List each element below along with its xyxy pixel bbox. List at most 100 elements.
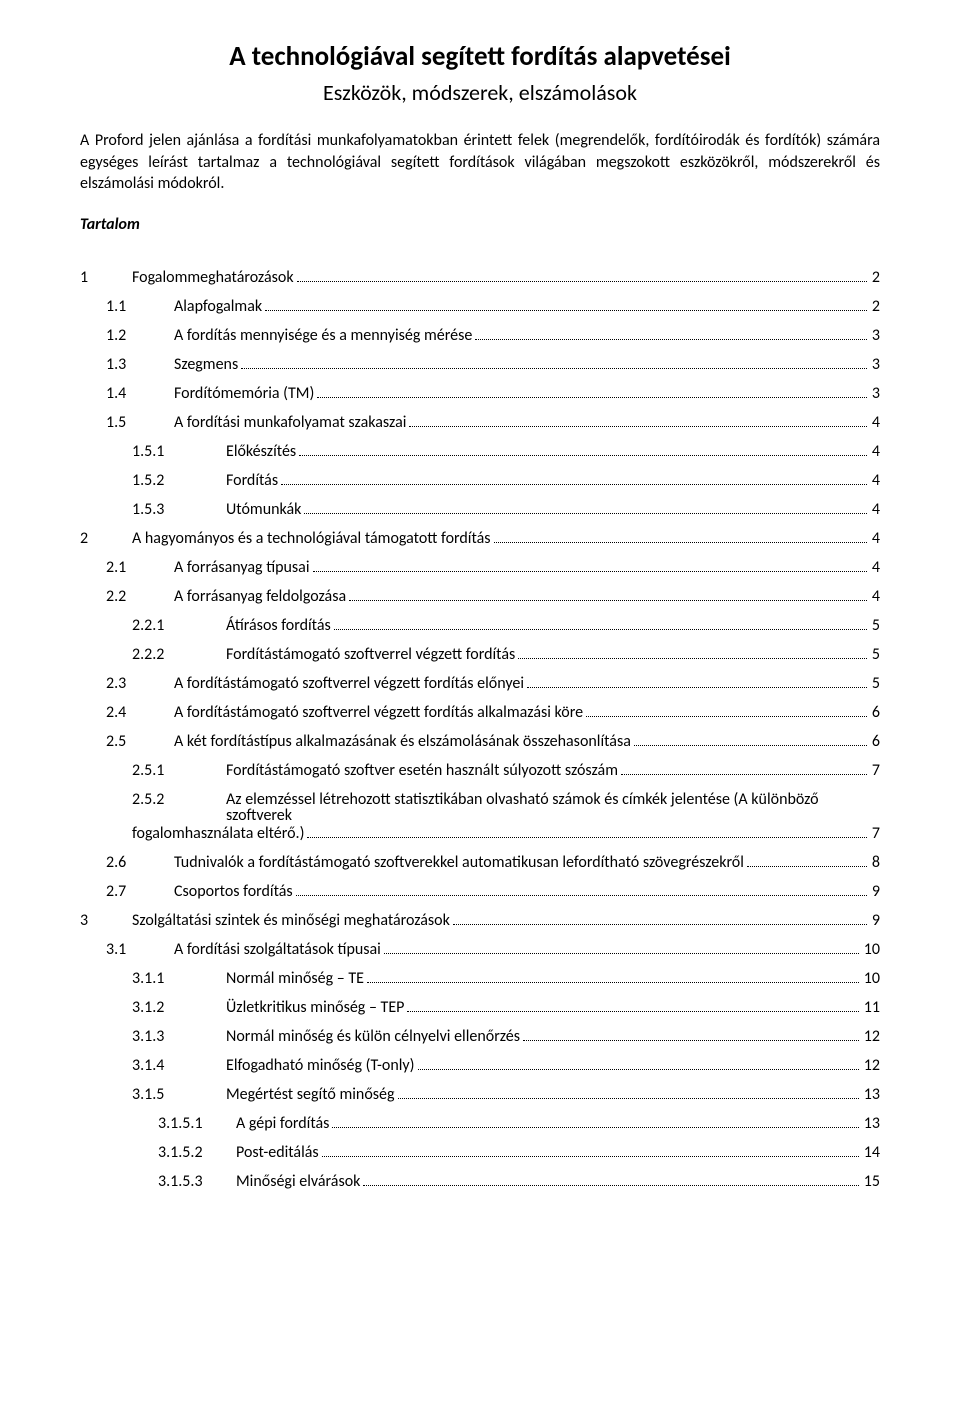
toc-leader-dots <box>322 1156 859 1157</box>
toc-number: 2.6 <box>106 855 174 871</box>
toc-title: Tudnivalók a fordítástámogató szoftverek… <box>174 855 744 871</box>
toc-entry: 1.1Alapfogalmak 2 <box>80 299 880 315</box>
toc-title: Fordítástámogató szoftver esetén használ… <box>226 763 618 779</box>
toc-title: A fordítástámogató szoftverrel végzett f… <box>174 705 583 721</box>
toc-leader-dots <box>332 1127 858 1128</box>
toc-entry: 2.2.1Átírásos fordítás5 <box>80 618 880 634</box>
toc-title: Normál minőség – TE <box>226 971 364 987</box>
toc-number: 3.1.5.3 <box>158 1174 236 1190</box>
toc-title: Szolgáltatási szintek és minőségi meghat… <box>132 913 450 929</box>
toc-leader-dots <box>527 687 867 688</box>
toc-title: Fordítástámogató szoftverrel végzett for… <box>226 647 515 663</box>
toc-entry: 2.1A forrásanyag típusai4 <box>80 560 880 576</box>
toc-title: Alapfogalmak <box>174 299 262 315</box>
toc-number: 2.2.1 <box>132 618 226 634</box>
toc-title: A fordítási szolgáltatások típusai <box>174 942 381 958</box>
toc-number: 3.1 <box>106 942 174 958</box>
toc-number: 2 <box>80 531 132 547</box>
toc-page-number: 2 <box>870 299 880 315</box>
toc-leader-dots <box>384 953 859 954</box>
toc-page-number: 3 <box>870 328 880 344</box>
toc-number: 1.5.3 <box>132 502 226 518</box>
toc-number: 1.5 <box>106 415 174 431</box>
toc-number: 2.3 <box>106 676 174 692</box>
toc-leader-dots <box>634 745 867 746</box>
toc-page-number: 9 <box>870 884 880 900</box>
toc-entry: 1.5.3Utómunkák4 <box>80 502 880 518</box>
toc-title: Utómunkák <box>226 502 301 518</box>
toc-entry: 1.2A fordítás mennyisége és a mennyiség … <box>80 328 880 344</box>
toc-entry: 2.5.1Fordítástámogató szoftver esetén ha… <box>80 763 880 779</box>
document-subtitle: Eszközök, módszerek, elszámolások <box>80 79 880 106</box>
toc-number: 3 <box>80 913 132 929</box>
toc-title: Fordítómemória (TM) <box>174 386 314 402</box>
toc-title: A hagyományos és a technológiával támoga… <box>132 531 491 547</box>
table-of-contents: 1Fogalommeghatározások21.1Alapfogalmak21… <box>80 270 880 1190</box>
toc-number: 1 <box>80 270 132 286</box>
toc-entry: 3.1.1Normál minőség – TE10 <box>80 971 880 987</box>
toc-leader-dots <box>409 426 866 427</box>
toc-title-cont: fogalomhasználata eltérő.) <box>132 826 304 842</box>
toc-number: 1.2 <box>106 328 174 344</box>
toc-entry: 1.5.1Előkészítés 4 <box>80 444 880 460</box>
toc-number: 3.1.3 <box>132 1029 226 1045</box>
toc-page-number: 14 <box>862 1145 880 1161</box>
toc-leader-dots <box>265 310 867 311</box>
toc-page-number: 4 <box>870 473 880 489</box>
intro-paragraph: A Proford jelen ajánlása a fordítási mun… <box>80 130 880 195</box>
toc-entry: 1.5.2Fordítás4 <box>80 473 880 489</box>
toc-number: 1.5.1 <box>132 444 226 460</box>
toc-entry: 1Fogalommeghatározások2 <box>80 270 880 286</box>
toc-number: 3.1.4 <box>132 1058 226 1074</box>
toc-number: 3.1.2 <box>132 1000 226 1016</box>
toc-number: 3.1.1 <box>132 971 226 987</box>
toc-entry: 3.1.2Üzletkritikus minőség – TEP 11 <box>80 1000 880 1016</box>
toc-entry: 2.2A forrásanyag feldolgozása4 <box>80 589 880 605</box>
toc-title: Fogalommeghatározások <box>132 270 294 286</box>
toc-entry: 3.1A fordítási szolgáltatások típusai 10 <box>80 942 880 958</box>
toc-title: Előkészítés <box>226 444 296 460</box>
toc-page-number: 8 <box>870 855 880 871</box>
toc-page-number: 6 <box>870 705 880 721</box>
toc-title: A forrásanyag típusai <box>174 560 310 576</box>
toc-title: Üzletkritikus minőség – TEP <box>226 1000 404 1016</box>
toc-leader-dots <box>317 397 867 398</box>
toc-page-number: 5 <box>870 676 880 692</box>
toc-page-number: 5 <box>870 618 880 634</box>
toc-entry: 3.1.3Normál minőség és külön célnyelvi e… <box>80 1029 880 1045</box>
toc-leader-dots <box>297 281 867 282</box>
toc-title: Megértést segítő minőség <box>226 1087 395 1103</box>
toc-leader-dots <box>621 774 867 775</box>
toc-page-number: 13 <box>862 1087 880 1103</box>
toc-page-number: 7 <box>870 826 880 842</box>
toc-entry-continuation: fogalomhasználata eltérő.) 7 <box>80 826 880 842</box>
toc-entry: 2.6Tudnivalók a fordítástámogató szoftve… <box>80 855 880 871</box>
toc-number: 1.4 <box>106 386 174 402</box>
toc-page-number: 4 <box>870 589 880 605</box>
toc-title: A forrásanyag feldolgozása <box>174 589 346 605</box>
toc-title: Az elemzéssel létrehozott statisztikában… <box>226 792 880 824</box>
toc-page-number: 3 <box>870 357 880 373</box>
toc-entry: 2.2.2Fordítástámogató szoftverrel végzet… <box>80 647 880 663</box>
toc-title: A két fordítástípus alkalmazásának és el… <box>174 734 631 750</box>
toc-leader-dots <box>747 866 867 867</box>
toc-entry: 2.3A fordítástámogató szoftverrel végzet… <box>80 676 880 692</box>
toc-leader-dots <box>494 542 867 543</box>
toc-entry: 1.3Szegmens3 <box>80 357 880 373</box>
toc-leader-dots <box>334 629 867 630</box>
document-title: A technológiával segített fordítás alapv… <box>80 40 880 73</box>
document-page: A technológiával segített fordítás alapv… <box>0 0 960 1243</box>
toc-page-number: 4 <box>870 444 880 460</box>
toc-number: 1.1 <box>106 299 174 315</box>
toc-number: 3.1.5 <box>132 1087 226 1103</box>
toc-number: 2.5 <box>106 734 174 750</box>
toc-page-number: 10 <box>862 942 880 958</box>
toc-page-number: 11 <box>862 1000 880 1016</box>
toc-leader-dots <box>586 716 867 717</box>
toc-page-number: 12 <box>862 1029 880 1045</box>
toc-entry: 3.1.5.2Post-editálás14 <box>80 1145 880 1161</box>
toc-page-number: 3 <box>870 386 880 402</box>
toc-title: Normál minőség és külön célnyelvi ellenő… <box>226 1029 520 1045</box>
toc-title: A gépi fordítás <box>236 1116 329 1132</box>
toc-page-number: 15 <box>862 1174 880 1190</box>
